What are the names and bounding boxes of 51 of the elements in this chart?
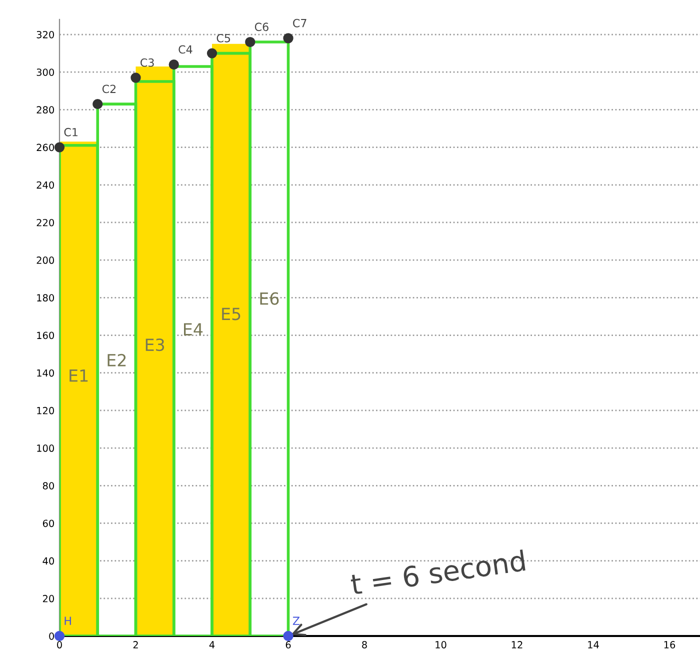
x-tick-label: 2 [133,641,138,648]
x-tick-label: 16 [664,641,676,648]
y-tick-label: 180 [37,294,54,302]
point [54,142,65,152]
annotation: C3 [140,58,154,67]
y-tick-label: 240 [36,181,54,189]
point [283,33,294,44]
point [206,48,218,58]
annotation: E3 [146,338,164,352]
y-tick-label: 300 [36,68,54,76]
y-tick-label: 120 [37,406,54,414]
y-tick-label: 100 [37,444,54,452]
point [92,98,103,110]
point [245,36,256,48]
point [130,72,141,83]
y-tick-label: 140 [37,369,54,377]
y-tick-label: 40 [42,557,54,565]
y-tick-label: 260 [36,144,54,152]
y-tick-label: 220 [36,218,54,226]
annotation: E5 [222,308,240,320]
y-tick-label: 320 [36,30,54,38]
x-tick-label: 12 [512,641,522,648]
x-tick-label: 10 [436,641,446,648]
annotation: t = 6 second [350,549,526,596]
annotation: C2 [102,84,116,94]
annotation: E4 [184,323,203,336]
annotation: C4 [178,45,192,54]
y-tick-label: 280 [36,106,54,114]
x-tick-label: 6 [286,641,291,648]
annotation: C6 [254,22,268,32]
point [283,630,294,642]
y-tick-label: 0 [49,632,54,640]
x-tick-label: 8 [362,641,367,648]
y-tick-label: 80 [42,482,54,490]
y-tick-label: 200 [36,256,54,264]
annotation: C1 [64,128,78,136]
annotation: Z [292,616,300,625]
annotation: E2 [108,354,126,366]
annotation: E1 [70,370,88,382]
annotation: E6 [260,292,279,305]
annotation: C5 [216,34,230,42]
annotation: H [64,616,71,625]
y-tick-label: 60 [42,520,54,528]
y-tick-label: 160 [37,332,54,340]
point [54,630,65,642]
x-tick-label: 0 [57,641,62,648]
annotation: C7 [293,18,306,28]
point [168,59,179,70]
y-tick-label: 20 [42,594,54,602]
x-tick-label: 14 [588,641,599,648]
x-tick-label: 4 [209,641,215,648]
